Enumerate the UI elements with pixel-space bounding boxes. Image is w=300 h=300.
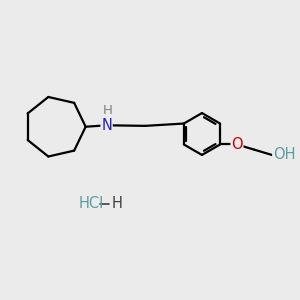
- Text: O: O: [231, 137, 243, 152]
- Text: OH: OH: [273, 147, 295, 162]
- Text: H: H: [103, 104, 113, 117]
- Text: N: N: [101, 118, 112, 133]
- Text: HCl: HCl: [78, 196, 103, 211]
- Text: H: H: [112, 196, 123, 211]
